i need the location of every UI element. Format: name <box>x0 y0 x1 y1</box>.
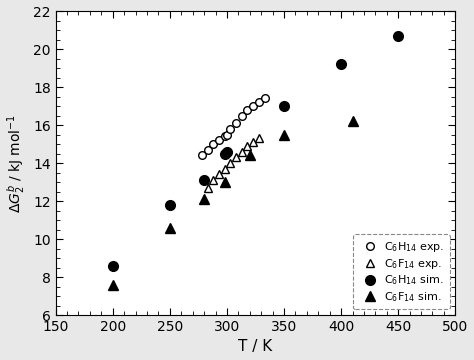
C$_6$F$_{14}$ exp. <box>222 167 228 171</box>
C$_6$H$_{14}$ exp. <box>245 108 250 112</box>
C$_6$H$_{14}$ exp. <box>250 104 256 108</box>
Y-axis label: $\Delta G_2^b$ / kJ mol$^{-1}$: $\Delta G_2^b$ / kJ mol$^{-1}$ <box>6 113 27 213</box>
C$_6$F$_{14}$ sim. <box>222 180 228 184</box>
C$_6$F$_{14}$ sim. <box>201 197 207 201</box>
C$_6$H$_{14}$ exp. <box>233 121 239 125</box>
C$_6$H$_{14}$ exp. <box>210 142 216 146</box>
Line: C$_6$F$_{14}$ exp.: C$_6$F$_{14}$ exp. <box>204 135 263 192</box>
C$_6$H$_{14}$ sim. <box>167 203 173 207</box>
C$_6$H$_{14}$ sim. <box>338 62 344 66</box>
C$_6$F$_{14}$ sim. <box>167 225 173 230</box>
Line: C$_6$H$_{14}$ exp.: C$_6$H$_{14}$ exp. <box>198 95 268 159</box>
C$_6$H$_{14}$ exp. <box>205 148 210 152</box>
C$_6$F$_{14}$ sim. <box>110 283 116 287</box>
C$_6$H$_{14}$ exp. <box>199 153 205 158</box>
C$_6$F$_{14}$ exp. <box>239 149 245 154</box>
C$_6$F$_{14}$ exp. <box>256 136 262 140</box>
C$_6$F$_{14}$ exp. <box>250 140 256 144</box>
C$_6$H$_{14}$ sim. <box>224 149 230 154</box>
C$_6$H$_{14}$ exp. <box>228 127 233 131</box>
C$_6$F$_{14}$ exp. <box>245 144 250 148</box>
X-axis label: T / K: T / K <box>238 339 273 355</box>
C$_6$H$_{14}$ sim. <box>110 264 116 268</box>
C$_6$H$_{14}$ sim. <box>395 33 401 38</box>
C$_6$F$_{14}$ exp. <box>205 185 210 190</box>
C$_6$H$_{14}$ exp. <box>224 132 230 137</box>
C$_6$H$_{14}$ exp. <box>222 134 228 139</box>
C$_6$F$_{14}$ sim. <box>247 153 253 158</box>
C$_6$F$_{14}$ sim. <box>350 119 356 123</box>
Legend: C$_6$H$_{14}$ exp., C$_6$F$_{14}$ exp., C$_6$H$_{14}$ sim., C$_6$F$_{14}$ sim.: C$_6$H$_{14}$ exp., C$_6$F$_{14}$ exp., … <box>353 234 450 310</box>
C$_6$H$_{14}$ exp. <box>239 113 245 118</box>
C$_6$F$_{14}$ exp. <box>210 178 216 182</box>
C$_6$H$_{14}$ exp. <box>216 138 222 143</box>
C$_6$F$_{14}$ exp. <box>228 161 233 165</box>
Line: C$_6$H$_{14}$ sim.: C$_6$H$_{14}$ sim. <box>108 31 403 270</box>
C$_6$H$_{14}$ sim. <box>281 104 287 108</box>
C$_6$F$_{14}$ sim. <box>281 132 287 137</box>
Line: C$_6$F$_{14}$ sim.: C$_6$F$_{14}$ sim. <box>108 116 357 289</box>
C$_6$H$_{14}$ sim. <box>222 152 228 156</box>
C$_6$H$_{14}$ exp. <box>256 100 262 104</box>
C$_6$H$_{14}$ exp. <box>262 96 267 100</box>
C$_6$F$_{14}$ exp. <box>216 172 222 177</box>
C$_6$F$_{14}$ exp. <box>233 155 239 159</box>
C$_6$H$_{14}$ sim. <box>201 178 207 182</box>
